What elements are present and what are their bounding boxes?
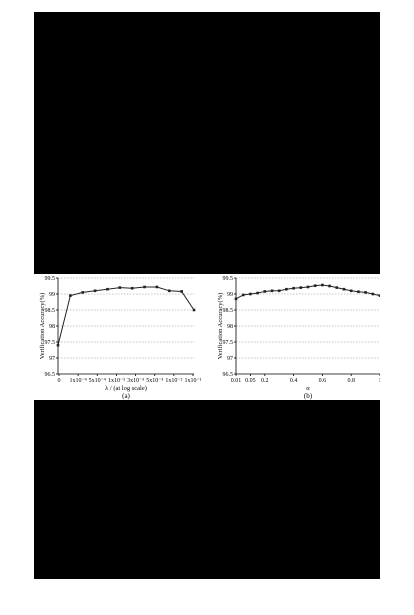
chart-panel-b: 96.5 97 97.5 98 98.5 99 99.5 0.01 0.05 0.2 0.4 0.6 0… — [217, 276, 380, 400]
data-point — [342, 287, 346, 291]
data-point — [321, 283, 324, 287]
y-tick-label: 99.5 — [223, 276, 234, 282]
panel-caption: (b) — [304, 392, 313, 400]
data-point — [241, 293, 245, 297]
data-point — [313, 284, 317, 287]
y-tick-label: 97.5 — [45, 340, 56, 346]
y-tick-label: 99 — [49, 292, 55, 298]
x-tick-label: 0.8 — [347, 378, 355, 384]
panel-caption: (a) — [122, 392, 130, 400]
data-point — [378, 294, 380, 297]
data-point — [118, 286, 122, 289]
y-tick-label: 99 — [227, 292, 233, 298]
y-tick-label: 99.5 — [45, 276, 56, 282]
series-line — [57, 286, 195, 346]
data-point — [328, 284, 331, 288]
figure: 96.5 97 97.5 98 98.5 99 99.5 0 1x10⁻⁴ 5x10⁻⁴ 1x10⁻… — [34, 274, 380, 400]
data-point — [285, 287, 288, 291]
y-tick-label: 97.5 — [223, 340, 234, 346]
data-point — [277, 289, 281, 293]
data-point — [371, 292, 375, 296]
x-axis-label: α — [306, 385, 310, 392]
x-tick-label: 0 — [58, 378, 61, 384]
x-tick-label: 1x10⁻⁴ — [70, 378, 87, 384]
data-point — [249, 292, 252, 296]
y-tick-label: 98 — [49, 324, 55, 330]
y-tick-label: 96.5 — [45, 372, 56, 378]
data-point — [234, 297, 238, 301]
data-point — [81, 291, 85, 294]
data-point — [335, 286, 339, 289]
x-tick-label: 0.4 — [290, 378, 298, 384]
data-point — [143, 285, 146, 289]
data-point — [357, 290, 360, 294]
x-tick-label: 3x10⁻³ — [127, 378, 144, 384]
y-tick-label: 98 — [227, 324, 233, 330]
x-tick-label: 0.05 — [245, 378, 256, 384]
x-tick-label: 1 — [379, 378, 381, 384]
x-tick-label: 1x10⁻¹ — [185, 378, 202, 384]
x-tick-label: 0.2 — [261, 378, 269, 384]
data-point — [167, 289, 171, 293]
y-tick-label: 97 — [49, 356, 55, 362]
data-point — [306, 285, 310, 289]
y-tick-label: 96.5 — [223, 372, 234, 378]
x-axis-label: λ / (at log scale) — [105, 385, 147, 392]
data-point — [364, 291, 367, 294]
data-point — [106, 287, 109, 291]
data-point — [349, 289, 353, 293]
y-tick-label: 97 — [227, 356, 233, 362]
y-tick-label: 98.5 — [45, 308, 56, 314]
x-tick-label: 5x10⁻³ — [146, 378, 163, 384]
page-background: 96.5 97 97.5 98 98.5 99 99.5 0 1x10⁻⁴ 5x10⁻⁴ 1x10⁻… — [34, 12, 380, 579]
data-point — [270, 289, 274, 293]
y-axis-label: Verification Accuracy(%) — [217, 293, 224, 360]
data-point — [155, 285, 159, 289]
x-tick-label: 0.6 — [319, 378, 327, 384]
x-tick-label: 5x10⁻⁴ — [89, 378, 106, 384]
data-point — [292, 286, 295, 290]
data-point — [256, 291, 259, 295]
data-point — [180, 290, 183, 293]
y-tick-label: 98.5 — [223, 308, 234, 314]
data-point — [263, 290, 267, 293]
x-tick-label: 1x10⁻² — [165, 378, 182, 384]
y-axis-label: Verification Accuracy(%) — [39, 293, 46, 360]
x-tick-label: 1x10⁻³ — [108, 378, 125, 384]
data-point — [130, 286, 134, 290]
data-point — [56, 343, 60, 347]
data-point — [192, 308, 196, 312]
data-point — [93, 289, 97, 293]
data-point — [69, 294, 72, 297]
data-point — [299, 286, 303, 289]
x-tick-label: 0.01 — [231, 378, 242, 384]
